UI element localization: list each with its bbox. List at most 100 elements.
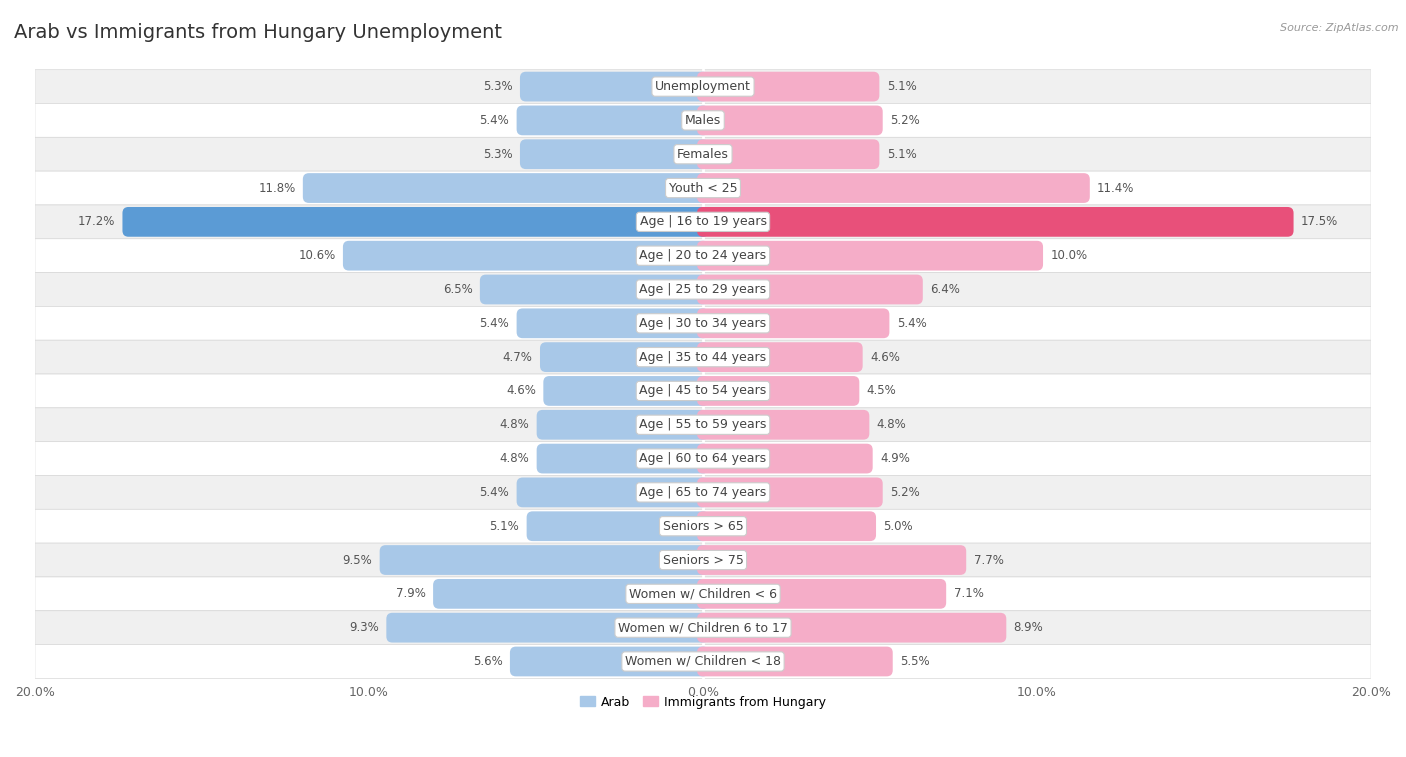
FancyBboxPatch shape	[35, 171, 1371, 205]
Text: Males: Males	[685, 114, 721, 127]
FancyBboxPatch shape	[697, 72, 879, 101]
FancyBboxPatch shape	[387, 612, 709, 643]
Legend: Arab, Immigrants from Hungary: Arab, Immigrants from Hungary	[575, 690, 831, 714]
FancyBboxPatch shape	[537, 410, 709, 440]
Text: Seniors > 75: Seniors > 75	[662, 553, 744, 566]
FancyBboxPatch shape	[35, 543, 1371, 577]
Text: Seniors > 65: Seniors > 65	[662, 520, 744, 533]
FancyBboxPatch shape	[35, 307, 1371, 340]
Text: 5.4%: 5.4%	[479, 317, 509, 330]
FancyBboxPatch shape	[697, 511, 876, 541]
FancyBboxPatch shape	[343, 241, 709, 270]
Text: 9.3%: 9.3%	[349, 621, 380, 634]
Text: Women w/ Children 6 to 17: Women w/ Children 6 to 17	[619, 621, 787, 634]
Text: 5.4%: 5.4%	[479, 114, 509, 127]
FancyBboxPatch shape	[516, 308, 709, 338]
Text: 4.6%: 4.6%	[870, 350, 900, 363]
FancyBboxPatch shape	[35, 340, 1371, 374]
Text: Unemployment: Unemployment	[655, 80, 751, 93]
Text: Age | 35 to 44 years: Age | 35 to 44 years	[640, 350, 766, 363]
FancyBboxPatch shape	[527, 511, 709, 541]
Text: 5.2%: 5.2%	[890, 486, 920, 499]
Text: 17.2%: 17.2%	[77, 215, 115, 229]
FancyBboxPatch shape	[697, 275, 922, 304]
FancyBboxPatch shape	[697, 139, 879, 169]
FancyBboxPatch shape	[122, 207, 709, 237]
Text: 4.8%: 4.8%	[499, 452, 529, 465]
FancyBboxPatch shape	[35, 408, 1371, 441]
Text: 11.8%: 11.8%	[259, 182, 295, 195]
FancyBboxPatch shape	[479, 275, 709, 304]
Text: Age | 45 to 54 years: Age | 45 to 54 years	[640, 385, 766, 397]
Text: 5.2%: 5.2%	[890, 114, 920, 127]
FancyBboxPatch shape	[697, 646, 893, 676]
Text: Age | 65 to 74 years: Age | 65 to 74 years	[640, 486, 766, 499]
FancyBboxPatch shape	[302, 173, 709, 203]
Text: 10.0%: 10.0%	[1050, 249, 1087, 262]
Text: 10.6%: 10.6%	[298, 249, 336, 262]
FancyBboxPatch shape	[697, 410, 869, 440]
Text: 7.1%: 7.1%	[953, 587, 983, 600]
FancyBboxPatch shape	[35, 374, 1371, 408]
Text: Source: ZipAtlas.com: Source: ZipAtlas.com	[1281, 23, 1399, 33]
Text: 4.8%: 4.8%	[499, 419, 529, 431]
Text: 4.5%: 4.5%	[866, 385, 897, 397]
FancyBboxPatch shape	[35, 441, 1371, 475]
Text: 17.5%: 17.5%	[1301, 215, 1339, 229]
FancyBboxPatch shape	[35, 104, 1371, 137]
FancyBboxPatch shape	[697, 444, 873, 473]
FancyBboxPatch shape	[697, 612, 1007, 643]
FancyBboxPatch shape	[35, 644, 1371, 678]
Text: 5.3%: 5.3%	[484, 80, 513, 93]
Text: Age | 30 to 34 years: Age | 30 to 34 years	[640, 317, 766, 330]
Text: 5.1%: 5.1%	[489, 520, 519, 533]
Text: 9.5%: 9.5%	[343, 553, 373, 566]
FancyBboxPatch shape	[35, 273, 1371, 307]
FancyBboxPatch shape	[697, 308, 890, 338]
Text: 11.4%: 11.4%	[1097, 182, 1135, 195]
FancyBboxPatch shape	[697, 545, 966, 575]
Text: 5.4%: 5.4%	[479, 486, 509, 499]
FancyBboxPatch shape	[35, 238, 1371, 273]
Text: 7.9%: 7.9%	[396, 587, 426, 600]
Text: 5.4%: 5.4%	[897, 317, 927, 330]
FancyBboxPatch shape	[380, 545, 709, 575]
Text: 5.6%: 5.6%	[472, 655, 502, 668]
FancyBboxPatch shape	[697, 342, 863, 372]
Text: 6.5%: 6.5%	[443, 283, 472, 296]
FancyBboxPatch shape	[697, 105, 883, 136]
Text: 5.5%: 5.5%	[900, 655, 929, 668]
FancyBboxPatch shape	[516, 478, 709, 507]
Text: 4.7%: 4.7%	[503, 350, 533, 363]
FancyBboxPatch shape	[697, 478, 883, 507]
FancyBboxPatch shape	[35, 475, 1371, 509]
Text: Age | 55 to 59 years: Age | 55 to 59 years	[640, 419, 766, 431]
FancyBboxPatch shape	[537, 444, 709, 473]
Text: 4.9%: 4.9%	[880, 452, 910, 465]
FancyBboxPatch shape	[697, 241, 1043, 270]
Text: 5.0%: 5.0%	[883, 520, 912, 533]
Text: 4.8%: 4.8%	[877, 419, 907, 431]
Text: 6.4%: 6.4%	[931, 283, 960, 296]
FancyBboxPatch shape	[697, 207, 1294, 237]
Text: 5.1%: 5.1%	[887, 80, 917, 93]
Text: Women w/ Children < 6: Women w/ Children < 6	[628, 587, 778, 600]
FancyBboxPatch shape	[35, 577, 1371, 611]
FancyBboxPatch shape	[35, 509, 1371, 543]
Text: 4.6%: 4.6%	[506, 385, 536, 397]
Text: Age | 16 to 19 years: Age | 16 to 19 years	[640, 215, 766, 229]
Text: Age | 60 to 64 years: Age | 60 to 64 years	[640, 452, 766, 465]
Text: 5.3%: 5.3%	[484, 148, 513, 160]
FancyBboxPatch shape	[433, 579, 709, 609]
FancyBboxPatch shape	[35, 205, 1371, 238]
Text: Age | 25 to 29 years: Age | 25 to 29 years	[640, 283, 766, 296]
FancyBboxPatch shape	[697, 173, 1090, 203]
FancyBboxPatch shape	[35, 611, 1371, 644]
FancyBboxPatch shape	[543, 376, 709, 406]
FancyBboxPatch shape	[35, 137, 1371, 171]
Text: Arab vs Immigrants from Hungary Unemployment: Arab vs Immigrants from Hungary Unemploy…	[14, 23, 502, 42]
Text: Age | 20 to 24 years: Age | 20 to 24 years	[640, 249, 766, 262]
Text: Youth < 25: Youth < 25	[669, 182, 737, 195]
Text: 5.1%: 5.1%	[887, 148, 917, 160]
FancyBboxPatch shape	[510, 646, 709, 676]
